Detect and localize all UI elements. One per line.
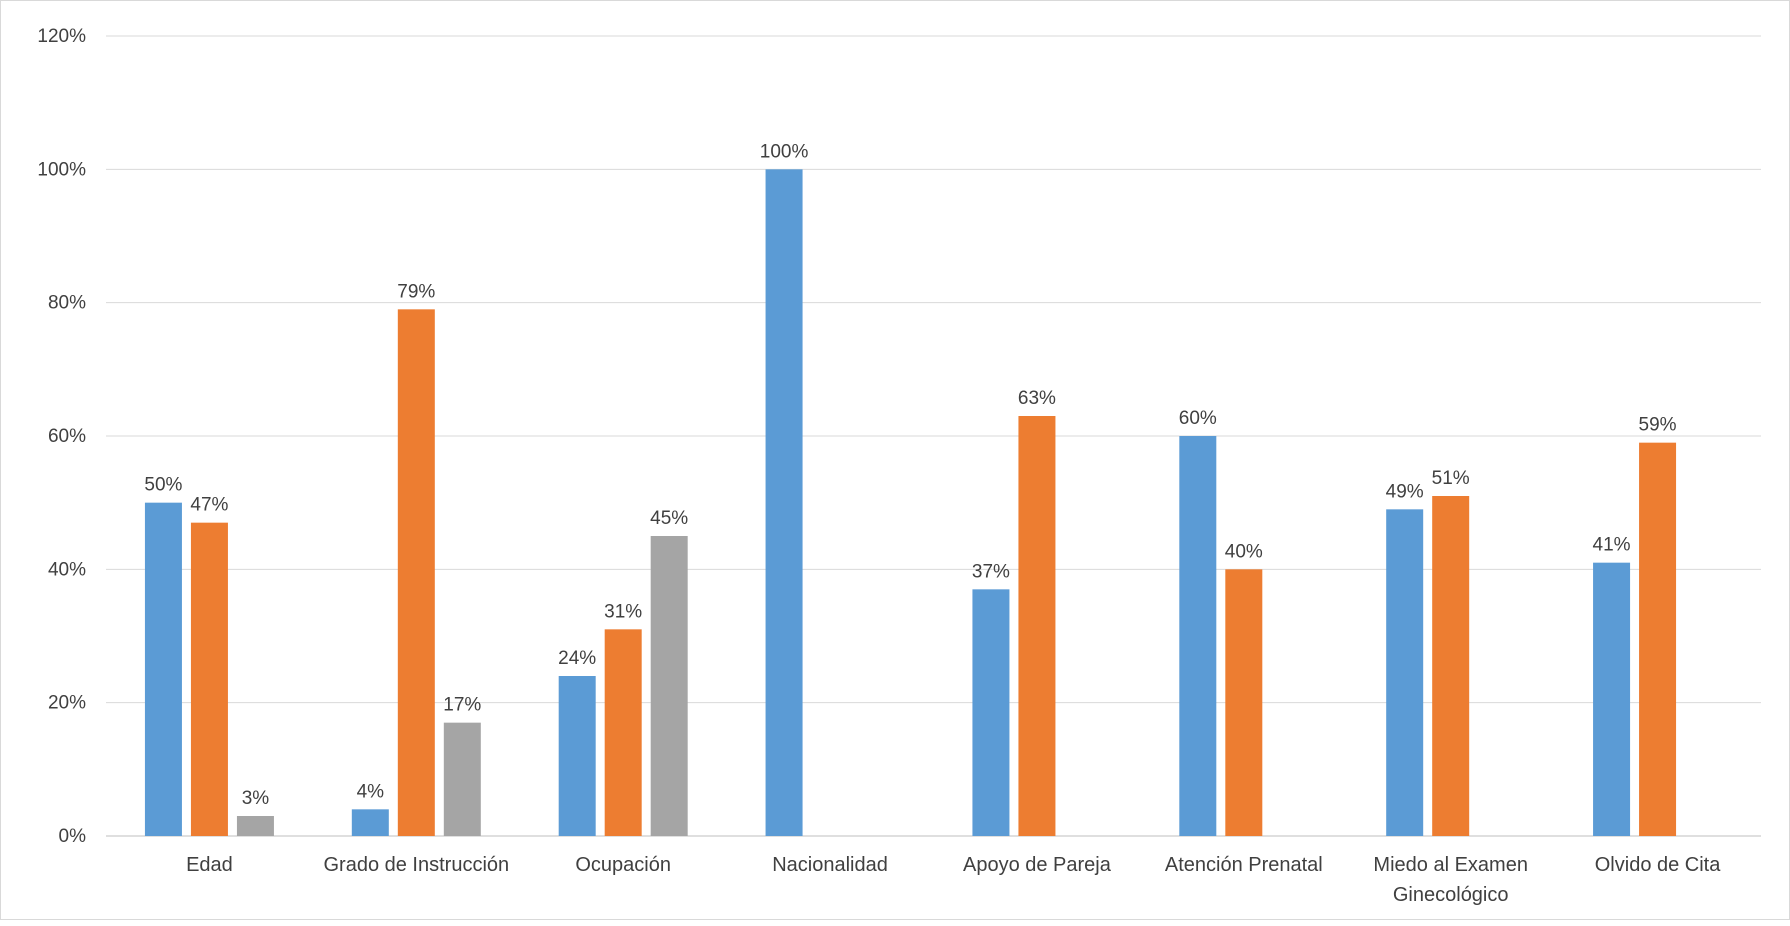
bar xyxy=(1018,416,1056,836)
bar xyxy=(1639,442,1677,836)
data-label: 50% xyxy=(144,475,182,496)
data-label: 45% xyxy=(650,508,688,529)
bar xyxy=(765,169,803,837)
bar xyxy=(558,676,596,836)
data-label: 51% xyxy=(1432,468,1470,489)
y-tick-label: 120% xyxy=(37,26,86,47)
data-label: 63% xyxy=(1018,388,1056,409)
y-tick-label: 100% xyxy=(37,159,86,180)
data-label: 60% xyxy=(1179,408,1217,429)
data-label: 4% xyxy=(357,781,385,802)
x-tick-label: Olvido de Cita xyxy=(1595,854,1721,876)
y-tick-label: 40% xyxy=(48,559,86,580)
data-label: 40% xyxy=(1225,541,1263,562)
bar xyxy=(1179,436,1217,836)
bar xyxy=(351,809,389,836)
x-tick-label: Atención Prenatal xyxy=(1165,854,1323,876)
bar xyxy=(1432,496,1470,836)
bar xyxy=(236,816,274,836)
data-label: 59% xyxy=(1639,415,1677,436)
bar xyxy=(1386,509,1424,836)
data-label: 49% xyxy=(1386,481,1424,502)
bar xyxy=(190,522,228,836)
data-label: 47% xyxy=(190,495,228,516)
y-tick-label: 80% xyxy=(48,293,86,314)
bar xyxy=(1593,562,1631,836)
bar xyxy=(972,589,1010,836)
data-label: 31% xyxy=(604,601,642,622)
y-tick-label: 0% xyxy=(59,826,87,847)
x-tick-label: Grado de Instrucción xyxy=(323,854,509,876)
data-label: 79% xyxy=(397,281,435,302)
bar xyxy=(604,629,642,836)
x-tick-label: Apoyo de Pareja xyxy=(963,854,1112,876)
x-tick-label: Nacionalidad xyxy=(772,854,888,876)
x-tick-label: Ginecológico xyxy=(1393,884,1509,906)
data-label: 100% xyxy=(760,141,809,162)
x-tick-label: Edad xyxy=(186,854,233,876)
bar xyxy=(443,722,481,836)
data-label: 17% xyxy=(443,695,481,716)
bar xyxy=(144,502,182,836)
y-tick-label: 20% xyxy=(48,693,86,714)
bar xyxy=(397,309,435,836)
data-label: 24% xyxy=(558,648,596,669)
x-tick-label: Ocupación xyxy=(575,854,671,876)
bar xyxy=(650,536,688,836)
bar xyxy=(1225,569,1263,836)
x-tick-label: Miedo al Examen xyxy=(1373,854,1528,876)
y-tick-label: 60% xyxy=(48,426,86,447)
data-label: 3% xyxy=(242,788,270,809)
data-label: 37% xyxy=(972,561,1010,582)
data-label: 41% xyxy=(1593,535,1631,556)
